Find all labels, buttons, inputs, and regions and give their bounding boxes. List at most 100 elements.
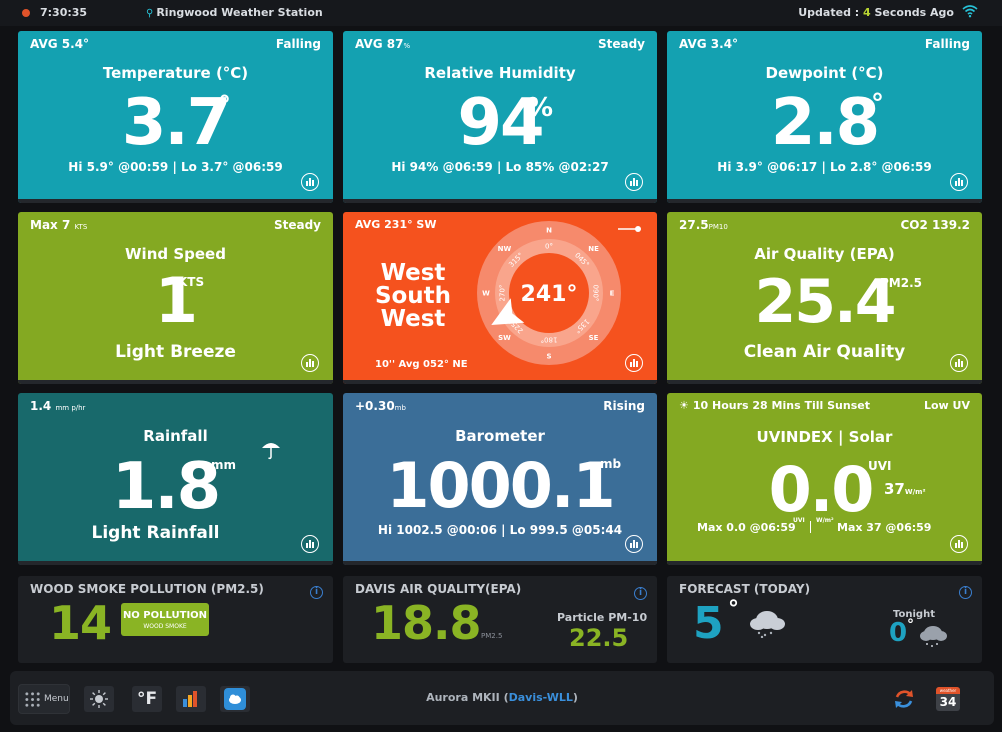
wind-arrow bbox=[491, 298, 525, 325]
solar-max-unit: W/m² bbox=[816, 517, 834, 524]
wind-max-unit: KTS bbox=[74, 223, 88, 231]
wind-speed-value: 1 bbox=[154, 264, 198, 337]
compass-point-se: SE bbox=[589, 334, 599, 342]
info-icon[interactable]: i bbox=[959, 586, 972, 599]
humidity-trend: Steady bbox=[597, 37, 645, 51]
info-icon[interactable]: i bbox=[310, 586, 323, 599]
compass-point-w: W bbox=[482, 290, 490, 298]
refresh-icon bbox=[895, 690, 913, 708]
chart-icon[interactable] bbox=[625, 173, 643, 191]
updated-seconds: 4 bbox=[863, 6, 871, 19]
device-link[interactable]: Davis-WLL bbox=[508, 691, 573, 704]
compass-tick-0: 0° bbox=[545, 243, 553, 251]
wind-speed-title: Wind Speed bbox=[125, 245, 226, 263]
night-rain-icon bbox=[920, 626, 947, 647]
forecast-card[interactable]: FORECAST (TODAY) i 5 ° Tonight 0 ° bbox=[667, 576, 982, 663]
device-info: Aurora MKII (Davis-WLL) bbox=[10, 691, 994, 704]
refresh-button[interactable] bbox=[892, 687, 916, 715]
barometer-title: Barometer bbox=[455, 427, 545, 445]
humidity-hilo: Hi 94% @06:59 | Lo 85% @02:27 bbox=[391, 160, 609, 174]
dewpoint-card[interactable]: AVG 3.4° Falling Dewpoint (°C) 2.8 ° Hi … bbox=[667, 31, 982, 203]
temperature-card[interactable]: AVG 5.4° Falling Temperature (°C) 3.7 ° … bbox=[18, 31, 333, 203]
humidity-card[interactable]: AVG 87% Steady Relative Humidity 94 % Hi… bbox=[343, 31, 657, 203]
compass-tick-180: 180° bbox=[541, 336, 558, 344]
forecast-degree: ° bbox=[728, 597, 739, 622]
charts-button[interactable] bbox=[176, 686, 206, 712]
pm10-reading: 27.5PM10 bbox=[679, 218, 728, 232]
davis-aq-value: 18.8 bbox=[371, 596, 481, 650]
device-end: ) bbox=[572, 691, 578, 704]
tonight-label: Tonight bbox=[893, 609, 935, 620]
chart-icon[interactable] bbox=[625, 354, 643, 372]
wood-smoke-card[interactable]: WOOD SMOKE POLLUTION (PM2.5) i 14 NO POL… bbox=[18, 576, 333, 663]
humidity-title: Relative Humidity bbox=[424, 64, 576, 82]
humidity-value: 94 bbox=[457, 86, 544, 160]
status-dot bbox=[22, 9, 30, 17]
rainfall-value: 1.8 bbox=[111, 450, 221, 524]
device-name: Aurora MKII ( bbox=[426, 691, 509, 704]
theme-button[interactable] bbox=[84, 686, 114, 712]
info-icon[interactable]: i bbox=[634, 587, 647, 600]
pollution-badge: NO POLLUTION WOOD SMOKE bbox=[121, 603, 209, 636]
tonight-temp: 0 bbox=[889, 618, 908, 648]
wind-max-value: Max 7 bbox=[30, 218, 71, 232]
chart-icon[interactable] bbox=[301, 173, 319, 191]
menu-button[interactable]: Menu bbox=[18, 684, 70, 714]
humidity-avg-unit: % bbox=[403, 42, 411, 50]
compass-center bbox=[509, 253, 589, 333]
chart-icon[interactable] bbox=[301, 354, 319, 372]
chart-icon[interactable] bbox=[950, 173, 968, 191]
rainfall-card[interactable]: 1.4 mm p/hr Rainfall 1.8 mm Light Rainfa… bbox=[18, 393, 333, 565]
uv-title: UVINDEX | Solar bbox=[756, 428, 893, 446]
air-quality-value: 25.4 bbox=[754, 267, 896, 337]
unit-toggle-button[interactable]: °F bbox=[132, 686, 162, 712]
rainfall-unit: mm bbox=[211, 458, 237, 472]
dewpoint-hilo: Hi 3.9° @06:17 | Lo 2.8° @06:59 bbox=[717, 160, 932, 174]
badge-label: NO POLLUTION bbox=[122, 610, 208, 621]
bottom-toolbar: Menu °F Aurora MKII (Davis-WLL) bbox=[10, 671, 994, 725]
pm10-label: Particle PM-10 bbox=[557, 611, 648, 624]
air-quality-title: Air Quality (EPA) bbox=[754, 245, 895, 263]
updated-prefix: Updated : bbox=[798, 6, 864, 19]
solar-number: 37 bbox=[884, 480, 905, 498]
pressure-change-value: +0.30 bbox=[355, 399, 395, 413]
calendar-button[interactable]: weather 34 bbox=[936, 687, 960, 711]
air-quality-card[interactable]: 27.5PM10 CO2 139.2 Air Quality (EPA) 25.… bbox=[667, 212, 982, 384]
davis-air-quality-card[interactable]: DAVIS AIR QUALITY(EPA) i 18.8 PM2.5 Part… bbox=[343, 576, 657, 663]
chart-icon[interactable] bbox=[301, 535, 319, 553]
sunset-countdown: ☀ 10 Hours 28 Mins Till Sunset bbox=[679, 399, 870, 412]
wind-trend: Steady bbox=[273, 218, 321, 232]
temperature-avg: AVG 5.4° bbox=[30, 37, 90, 51]
wind-speed-card[interactable]: Max 7 KTS Steady Wind Speed 1 KTS Light … bbox=[18, 212, 333, 384]
barometer-card[interactable]: +0.30mb Rising Barometer 1000.1 mb Hi 10… bbox=[343, 393, 657, 565]
wind-dir-line3: West bbox=[380, 306, 446, 332]
wifi-icon bbox=[962, 5, 978, 18]
uv-solar-card[interactable]: ☀ 10 Hours 28 Mins Till Sunset Low UV UVI… bbox=[667, 393, 982, 565]
chart-icon[interactable] bbox=[950, 354, 968, 372]
wind-max: Max 7 KTS bbox=[30, 218, 87, 232]
toggle-icon[interactable] bbox=[617, 225, 643, 233]
wood-smoke-title: WOOD SMOKE POLLUTION (PM2.5) bbox=[30, 582, 264, 596]
uv-unit: UVI bbox=[868, 459, 892, 473]
cloud-button[interactable] bbox=[220, 686, 250, 712]
cloud-icon bbox=[224, 688, 246, 710]
dewpoint-avg: AVG 3.4° bbox=[679, 37, 739, 51]
sunset-text: 10 Hours 28 Mins Till Sunset bbox=[692, 399, 870, 412]
sun-brightness-icon bbox=[90, 690, 108, 708]
pm10-value-davis: 22.5 bbox=[569, 624, 629, 652]
uv-level: Low UV bbox=[923, 399, 970, 412]
uv-value: 0.0 bbox=[768, 453, 875, 526]
tonight-degree: ° bbox=[907, 617, 914, 633]
compass-point-ne: NE bbox=[588, 245, 599, 253]
wind-direction-card[interactable]: AVG 231° SW West South West N NE E SE S SW W NW… bbox=[343, 212, 657, 384]
umbrella-icon bbox=[262, 443, 280, 460]
wind-speed-unit: KTS bbox=[178, 275, 205, 289]
chart-icon[interactable] bbox=[950, 535, 968, 553]
compass-point-e: E bbox=[610, 290, 615, 298]
dewpoint-unit: ° bbox=[871, 89, 884, 119]
calendar-day: 34 bbox=[939, 695, 957, 709]
chart-icon[interactable] bbox=[625, 535, 643, 553]
rain-cloud-icon bbox=[750, 611, 785, 638]
compass-point-n: N bbox=[546, 227, 552, 235]
location-pin-icon: ⚲ bbox=[146, 8, 154, 19]
